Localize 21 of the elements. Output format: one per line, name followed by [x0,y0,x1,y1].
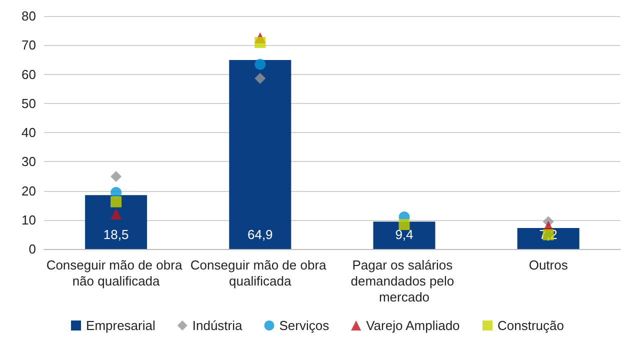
y-tick-label: 70 [22,38,36,53]
y-tick-label: 30 [22,154,36,170]
legend-label: Indústria [192,318,244,333]
legend-label: Construção [498,318,564,333]
data-label: 9,4 [395,227,414,242]
x-tick-label: Conseguir mão de obra não qualificada [46,258,186,288]
y-tick-label: 60 [22,66,36,82]
x-tick-label: Pagar os salários demandados pelo mercado [350,258,458,304]
legend-label: Varejo Ampliado [366,318,460,333]
data-label: 64,9 [247,227,273,242]
y-tick-label: 20 [22,183,36,198]
y-tick-label: 40 [22,125,36,140]
data-label: 18,5 [103,227,129,242]
legend-label: Serviços [279,318,330,333]
y-tick-label: 0 [28,242,36,256]
x-tick-label: Outros [528,258,568,272]
y-tick-label: 50 [22,96,36,111]
legend-label: Empresarial [86,318,156,333]
y-tick-label: 10 [22,212,36,228]
y-tick-label: 80 [22,8,36,24]
x-tick-label: Conseguir mão de obra qualificada [190,258,330,288]
